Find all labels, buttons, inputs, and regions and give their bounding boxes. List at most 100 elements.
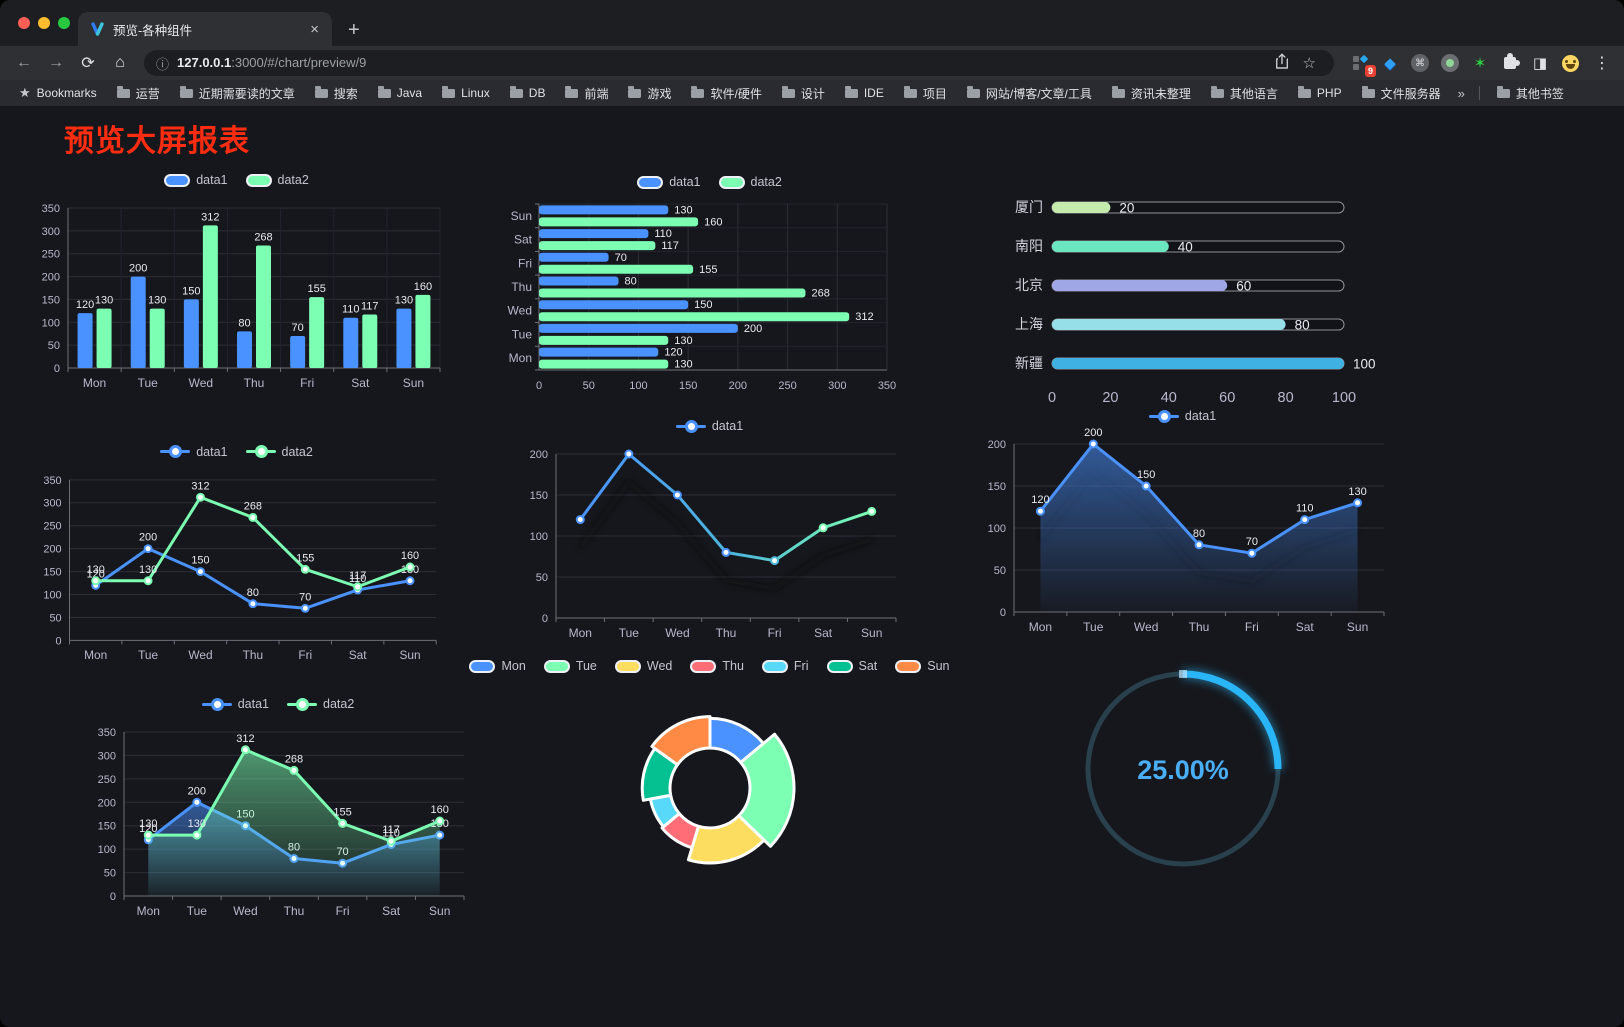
svg-text:Sat: Sat <box>814 626 833 640</box>
split-screen-icon[interactable]: ◨ <box>1532 55 1548 72</box>
svg-text:0: 0 <box>541 613 547 625</box>
chart-legend: data1 data2 <box>164 170 309 190</box>
bookmark-item[interactable]: 近期需要读的文章 <box>171 82 304 105</box>
svg-text:200: 200 <box>529 449 547 461</box>
chart-legend: data1 data2 <box>78 694 478 714</box>
svg-text:110: 110 <box>1295 503 1313 515</box>
svg-text:0: 0 <box>53 363 59 375</box>
chart-bar-vertical[interactable]: data1 data2 0 50 100 150 200 250 300 350 Mon Tue Wed… <box>0 164 473 414</box>
command-circle-icon[interactable]: ⌘ <box>1408 51 1432 75</box>
back-icon[interactable]: ← <box>16 54 32 71</box>
svg-text:Sun: Sun <box>510 209 531 223</box>
bookmarks-overflow-icon[interactable]: » <box>1457 85 1465 101</box>
legend-item[interactable]: data1 <box>637 175 701 189</box>
kebab-menu-icon[interactable]: ⋮ <box>1594 55 1610 72</box>
legend-item[interactable]: data2 <box>718 175 782 189</box>
chart-canvas[interactable] <box>595 676 825 888</box>
bookmark-item[interactable]: ★ Bookmarks <box>10 82 106 104</box>
forward-icon[interactable]: → <box>48 54 64 71</box>
browser-tab[interactable]: 预览-各种组件 × <box>78 12 332 46</box>
chart-canvas[interactable]: 0 50 100 150 200 Mon Tue Wed Thu Fri Sat Sun 120 200 1… <box>968 426 1398 638</box>
bookmark-item[interactable]: 网站/博客/文章/工具 <box>958 82 1101 105</box>
legend-label: Wed <box>646 659 673 673</box>
bookmark-item[interactable]: 设计 <box>773 82 834 105</box>
extensions-grid-icon[interactable]: 9 <box>1348 51 1376 77</box>
chart-canvas[interactable]: 0 50 100 150 200 250 300 350 Mon Tue Wed Thu Fri Sat S… <box>22 462 452 666</box>
chart-line-area-two[interactable]: data1 data2 0 50 100 150 200 250 300 350 Mon Tue Wed… <box>0 666 473 928</box>
bookmark-item[interactable]: 项目 <box>895 82 956 105</box>
bookmark-item[interactable]: 文件服务器 <box>1353 82 1450 105</box>
legend-item[interactable]: data2 <box>245 173 309 187</box>
legend-item[interactable]: data1 <box>164 173 228 187</box>
minimize-window-button[interactable] <box>38 17 50 29</box>
chart-line-two-series[interactable]: data1 data2 0 50 100 150 200 250 300 350 Mon Tue Wed… <box>0 414 473 666</box>
home-icon[interactable]: ⌂ <box>115 54 125 71</box>
svg-text:Tue: Tue <box>187 904 208 918</box>
legend-item[interactable]: Wed <box>614 659 673 673</box>
reload-icon[interactable]: ⟳ <box>81 55 95 72</box>
legend-item[interactable]: data1 <box>1148 409 1216 423</box>
bookmark-item[interactable]: 资讯未整理 <box>1103 82 1200 105</box>
chart-legend: data1 <box>675 416 743 436</box>
address-bar[interactable]: ⓘ 127.0.0.1:3000/#/chart/preview/9 ☆ <box>144 50 1334 76</box>
chart-canvas[interactable]: 0 50 100 150 200 250 300 350 Mon Tue Wed Thu Fri Sat S… <box>22 190 452 394</box>
legend-item[interactable]: Sun <box>895 659 950 673</box>
share-icon[interactable] <box>1275 52 1289 74</box>
svg-text:150: 150 <box>43 566 61 578</box>
record-circle-icon[interactable] <box>1438 51 1462 75</box>
chart-line-area[interactable]: data1 0 50 100 150 200 Mon Tue Wed Thu Fri Sat Sun 12… <box>946 409 1419 666</box>
legend-marker <box>469 659 496 673</box>
bookmark-item[interactable]: 其他书签 <box>1488 82 1573 105</box>
bookmark-star-icon[interactable]: ☆ <box>1302 55 1316 72</box>
bookmark-item[interactable]: 其他语言 <box>1202 82 1287 105</box>
svg-text:Thu: Thu <box>715 626 736 640</box>
svg-text:80: 80 <box>624 276 636 288</box>
legend-item[interactable]: Mon <box>469 659 526 673</box>
close-window-button[interactable] <box>18 17 30 29</box>
chart-gauge[interactable]: 25.00% <box>946 666 1419 928</box>
chart-canvas[interactable]: 厦门 20 南阳 40 北京 60 上海 80 新疆 100 0 20 40 60 80 100 <box>948 178 1418 414</box>
bookmark-item[interactable]: DB <box>501 83 555 103</box>
chart-line-gradient[interactable]: data1 0 50 100 150 200 Mon Tue Wed Thu Fri Sat Sun <box>473 414 946 666</box>
bookmark-item[interactable]: IDE <box>836 83 893 103</box>
bookmark-item[interactable]: 搜索 <box>306 82 367 105</box>
svg-text:80: 80 <box>1192 528 1204 540</box>
bookmark-item[interactable]: Linux <box>433 83 499 103</box>
bookmark-item[interactable]: 游戏 <box>619 82 680 105</box>
legend-item[interactable]: data1 <box>201 697 269 711</box>
emoji-icon[interactable] <box>1558 51 1582 75</box>
site-info-icon[interactable]: ⓘ <box>156 56 170 72</box>
chart-bar-horizontal[interactable]: data1 data2 0 50 100 150 200 250 300 350 Sun Sat Fri… <box>473 164 946 414</box>
legend-item[interactable]: Sat <box>826 659 877 673</box>
legend-item[interactable]: Thu <box>690 659 744 673</box>
chart-rose-pie[interactable]: Mon Tue Wed Thu Fri Sat Sun <box>469 659 950 928</box>
zoom-window-button[interactable] <box>58 17 70 29</box>
chart-canvas[interactable]: 0 50 100 150 200 250 300 350 Mon Tue Wed Thu Fri Sat S… <box>78 714 478 922</box>
bookmark-item[interactable]: Java <box>369 83 431 103</box>
chart-canvas[interactable]: 25.00% <box>1068 660 1298 878</box>
chart-canvas[interactable]: 0 50 100 150 200 Mon Tue Wed Thu Fri Sat Sun <box>510 436 910 644</box>
green-star-icon[interactable]: ✶ <box>1473 55 1487 72</box>
bookmark-item[interactable]: 软件/硬件 <box>682 82 770 105</box>
legend-item[interactable]: Tue <box>543 659 597 673</box>
legend-item[interactable]: data1 <box>675 419 743 433</box>
bookmark-item[interactable]: PHP <box>1289 83 1351 103</box>
chart-progress-bars[interactable]: 厦门 20 南阳 40 北京 60 上海 80 新疆 100 0 20 40 60 80 100 <box>946 164 1419 414</box>
gem-icon[interactable]: ◆ <box>1384 55 1396 72</box>
legend-marker <box>614 659 641 673</box>
legend-item[interactable]: Fri <box>761 659 809 673</box>
svg-text:250: 250 <box>98 774 116 786</box>
bookmark-item[interactable]: 前端 <box>556 82 617 105</box>
legend-item[interactable]: data1 <box>160 445 228 459</box>
chart-canvas[interactable]: 0 50 100 150 200 250 300 350 Sun Sat Fri Thu Wed Tue M… <box>495 192 925 396</box>
svg-text:0: 0 <box>1047 390 1055 406</box>
close-tab-icon[interactable]: × <box>310 20 319 38</box>
new-tab-button[interactable]: + <box>348 19 360 41</box>
tab-bar: 预览-各种组件 × + <box>0 0 1624 46</box>
puzzle-icon[interactable] <box>1498 51 1522 75</box>
svg-text:100: 100 <box>98 844 116 856</box>
folder-icon <box>628 85 642 98</box>
bookmark-item[interactable]: 运营 <box>108 82 169 105</box>
legend-item[interactable]: data2 <box>245 445 313 459</box>
legend-item[interactable]: data2 <box>287 697 354 711</box>
